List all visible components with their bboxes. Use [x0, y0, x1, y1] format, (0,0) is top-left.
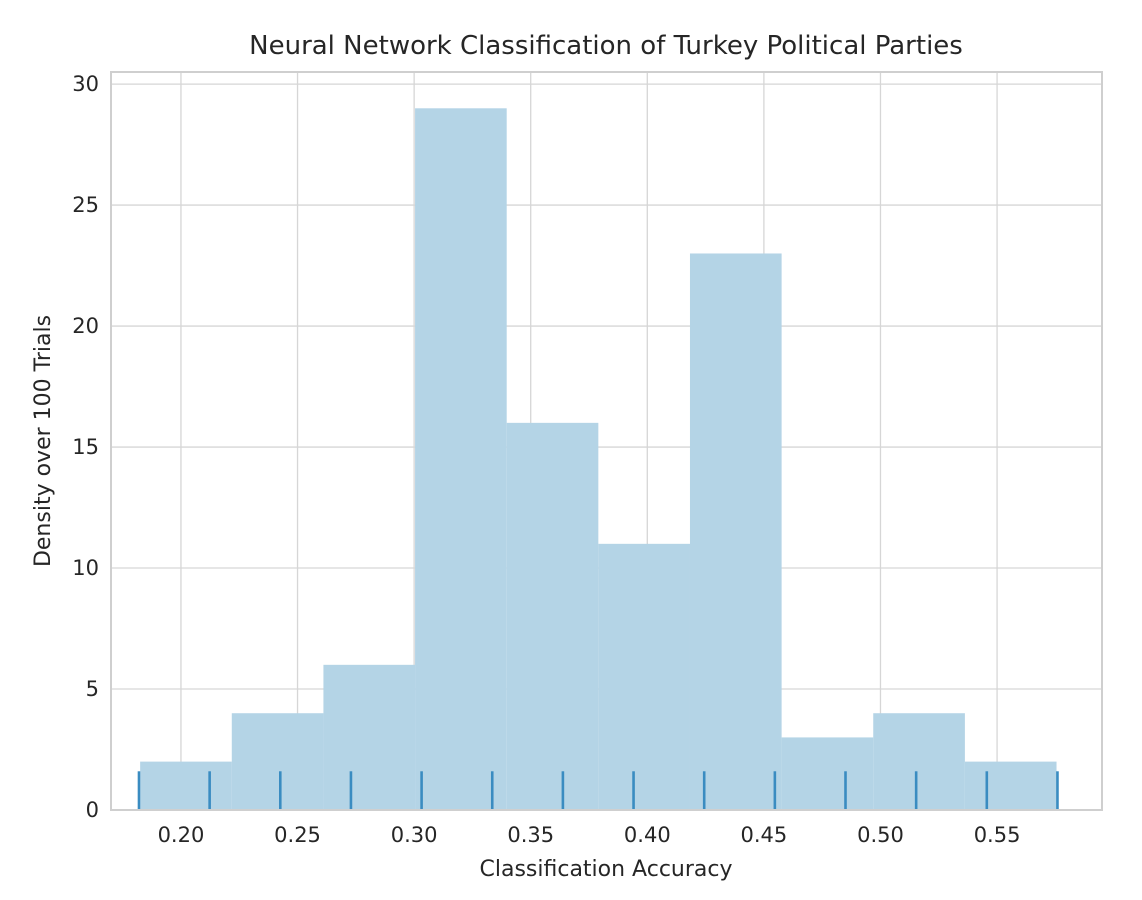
histogram-bar: [689, 253, 782, 810]
histogram-bar: [598, 543, 690, 810]
x-tick-label: 0.45: [741, 823, 788, 847]
histogram-bar: [140, 761, 232, 810]
y-tick-label: 15: [72, 435, 99, 459]
histogram-bar: [873, 713, 965, 810]
histogram-bar: [323, 664, 416, 810]
histogram-bar: [415, 108, 507, 810]
y-tick-label: 25: [72, 193, 99, 217]
rug-layer: [137, 771, 1059, 810]
x-tick-label: 0.25: [274, 823, 321, 847]
x-tick-label: 0.30: [391, 823, 438, 847]
y-tick-labels: 0 5 10 15 20 25 30: [72, 72, 99, 822]
y-tick-label: 0: [86, 798, 99, 822]
histogram-bar: [781, 737, 874, 810]
x-tick-label: 0.35: [507, 823, 554, 847]
chart-title: Neural Network Classification of Turkey …: [249, 31, 963, 61]
x-tick-label: 0.55: [974, 823, 1021, 847]
bars-layer: [140, 108, 1057, 810]
x-tick-labels: 0.20 0.25 0.30 0.35 0.40 0.45 0.50 0.55: [158, 823, 1021, 847]
x-axis-label: Classification Accuracy: [480, 857, 733, 882]
y-tick-label: 30: [72, 72, 99, 96]
y-tick-label: 20: [72, 314, 99, 338]
y-tick-label: 5: [86, 677, 99, 701]
y-axis-label: Density over 100 Trials: [31, 315, 56, 567]
histogram-bar: [506, 422, 599, 810]
histogram-bar: [964, 761, 1057, 810]
x-tick-label: 0.50: [857, 823, 904, 847]
x-tick-label: 0.20: [158, 823, 205, 847]
x-tick-label: 0.40: [624, 823, 671, 847]
y-tick-label: 10: [72, 556, 99, 580]
histogram-bar: [231, 713, 324, 810]
plot-frame: [110, 71, 1103, 811]
